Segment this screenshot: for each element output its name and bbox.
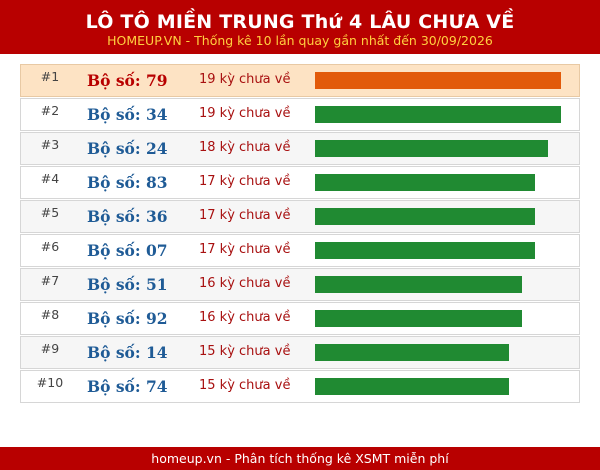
count-label: 19 kỳ chưa về [199, 72, 291, 87]
progress-bar [315, 276, 522, 293]
progress-bar [315, 174, 535, 191]
number-label: Bộ số: 79 [87, 71, 168, 90]
rank-label: #2 [40, 103, 60, 118]
number-list: #1 Bộ số: 79 19 kỳ chưa về #2 Bộ số: 34 … [20, 64, 580, 404]
number-label: Bộ số: 36 [87, 207, 168, 226]
progress-bar [315, 378, 509, 395]
list-item: #7 Bộ số: 51 16 kỳ chưa về [20, 268, 580, 301]
progress-bar [315, 106, 561, 123]
rank-label: #7 [40, 273, 60, 288]
progress-bar [315, 208, 535, 225]
rank-label: #3 [40, 137, 60, 152]
list-item: #1 Bộ số: 79 19 kỳ chưa về [20, 64, 580, 97]
count-label: 17 kỳ chưa về [199, 242, 291, 257]
rank-label: #9 [40, 341, 60, 356]
list-item: #6 Bộ số: 07 17 kỳ chưa về [20, 234, 580, 267]
count-label: 17 kỳ chưa về [199, 174, 291, 189]
number-label: Bộ số: 34 [87, 105, 168, 124]
number-label: Bộ số: 51 [87, 275, 168, 294]
number-label: Bộ số: 07 [87, 241, 168, 260]
progress-bar [315, 242, 535, 259]
progress-bar [315, 344, 509, 361]
rank-label: #10 [36, 375, 64, 390]
list-item: #8 Bộ số: 92 16 kỳ chưa về [20, 302, 580, 335]
count-label: 16 kỳ chưa về [199, 310, 291, 325]
count-label: 19 kỳ chưa về [199, 106, 291, 121]
list-item: #4 Bộ số: 83 17 kỳ chưa về [20, 166, 580, 199]
progress-bar [315, 140, 548, 157]
list-item: #10 Bộ số: 74 15 kỳ chưa về [20, 370, 580, 403]
list-item: #3 Bộ số: 24 18 kỳ chưa về [20, 132, 580, 165]
rank-label: #8 [40, 307, 60, 322]
progress-bar [315, 72, 561, 89]
count-label: 15 kỳ chưa về [199, 378, 291, 393]
page-subtitle: HOMEUP.VN - Thống kê 10 lần quay gần nhấ… [107, 33, 493, 48]
rank-label: #4 [40, 171, 60, 186]
list-item: #9 Bộ số: 14 15 kỳ chưa về [20, 336, 580, 369]
rank-label: #5 [40, 205, 60, 220]
number-label: Bộ số: 74 [87, 377, 168, 396]
page-footer: homeup.vn - Phân tích thống kê XSMT miễn… [0, 447, 600, 470]
count-label: 16 kỳ chưa về [199, 276, 291, 291]
number-label: Bộ số: 83 [87, 173, 168, 192]
count-label: 15 kỳ chưa về [199, 344, 291, 359]
rank-label: #6 [40, 239, 60, 254]
number-label: Bộ số: 14 [87, 343, 168, 362]
page-title: LÔ TÔ MIỀN TRUNG Thứ 4 LÂU CHƯA VỀ [85, 11, 515, 33]
count-label: 18 kỳ chưa về [199, 140, 291, 155]
progress-bar [315, 310, 522, 327]
page-header: LÔ TÔ MIỀN TRUNG Thứ 4 LÂU CHƯA VỀ HOMEU… [0, 0, 600, 54]
rank-label: #1 [40, 69, 60, 84]
number-label: Bộ số: 92 [87, 309, 168, 328]
list-item: #2 Bộ số: 34 19 kỳ chưa về [20, 98, 580, 131]
count-label: 17 kỳ chưa về [199, 208, 291, 223]
number-label: Bộ số: 24 [87, 139, 168, 158]
list-item: #5 Bộ số: 36 17 kỳ chưa về [20, 200, 580, 233]
